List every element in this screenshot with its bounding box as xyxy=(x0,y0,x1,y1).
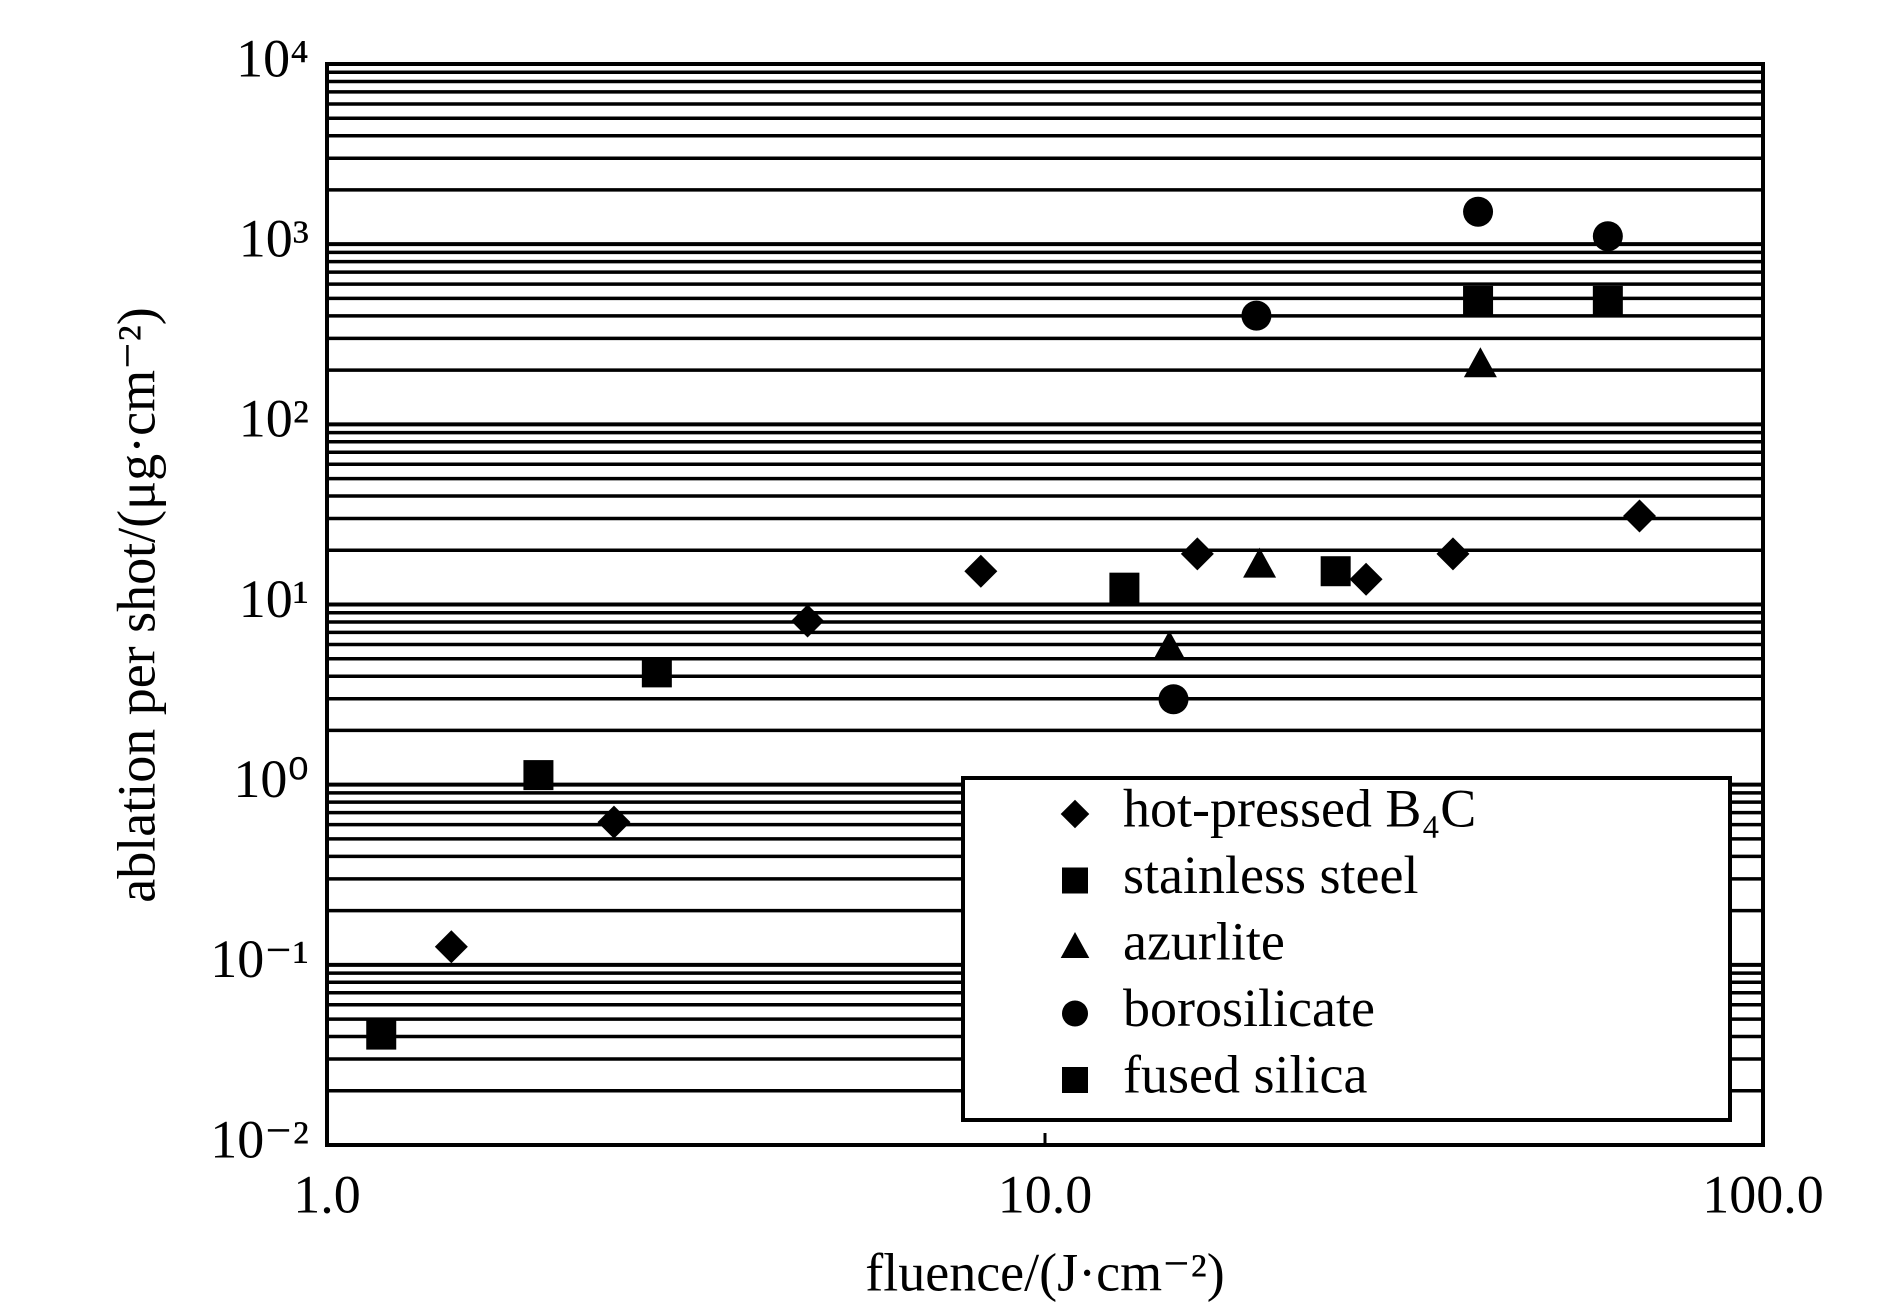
data-point xyxy=(641,657,672,688)
data-point xyxy=(1152,630,1186,661)
legend-label: stainless steel xyxy=(1123,845,1418,905)
data-point xyxy=(434,930,468,964)
x-tick-label: 100.0 xyxy=(1702,1164,1824,1224)
data-point xyxy=(1158,684,1189,715)
legend-marker xyxy=(1062,1067,1088,1093)
legend-label: borosilicate xyxy=(1123,978,1375,1038)
data-point xyxy=(1349,562,1383,596)
data-point xyxy=(1241,300,1272,331)
data-point xyxy=(1180,537,1214,571)
y-tick-label: 10² xyxy=(239,389,309,449)
data-point xyxy=(1592,221,1623,252)
data-point xyxy=(1436,537,1470,571)
data-point xyxy=(523,760,554,791)
legend-marker xyxy=(1062,867,1088,894)
legend-marker xyxy=(1062,1000,1088,1027)
data-point xyxy=(1463,285,1494,316)
y-tick-label: 10⁻¹ xyxy=(210,929,309,989)
data-point xyxy=(597,805,631,839)
legend-label: hot-pressed B₄C xyxy=(1123,778,1476,838)
data-point xyxy=(1463,347,1497,378)
legend-marker xyxy=(1060,932,1090,959)
data-point xyxy=(1463,196,1494,227)
data-point xyxy=(366,1019,397,1050)
legend-label: azurlite xyxy=(1123,911,1285,971)
data-point xyxy=(1243,547,1277,578)
data-point xyxy=(1109,572,1140,603)
y-tick-label: 10⁰ xyxy=(233,749,309,809)
data-point xyxy=(791,604,825,638)
y-tick-label: 10¹ xyxy=(239,569,309,629)
data-point xyxy=(1320,556,1351,587)
data-point xyxy=(1623,499,1657,533)
legend-box xyxy=(961,776,1732,1122)
x-tick-label: 10.0 xyxy=(998,1164,1093,1224)
x-tick-label: 1.0 xyxy=(293,1164,361,1224)
legend-label: fused silica xyxy=(1123,1044,1367,1104)
data-point xyxy=(964,554,998,588)
y-tick-label: 10³ xyxy=(239,209,309,269)
x-axis-label: fluence/(J·cm⁻²) xyxy=(865,1242,1225,1302)
y-axis-label: ablation per shot/(μg·cm⁻²) xyxy=(106,307,166,902)
plot-frame xyxy=(325,62,1765,1147)
y-tick-label: 10⁻² xyxy=(210,1109,309,1169)
data-point xyxy=(1592,285,1623,316)
legend-marker xyxy=(1060,799,1090,829)
y-tick-label: 10⁴ xyxy=(236,28,309,88)
